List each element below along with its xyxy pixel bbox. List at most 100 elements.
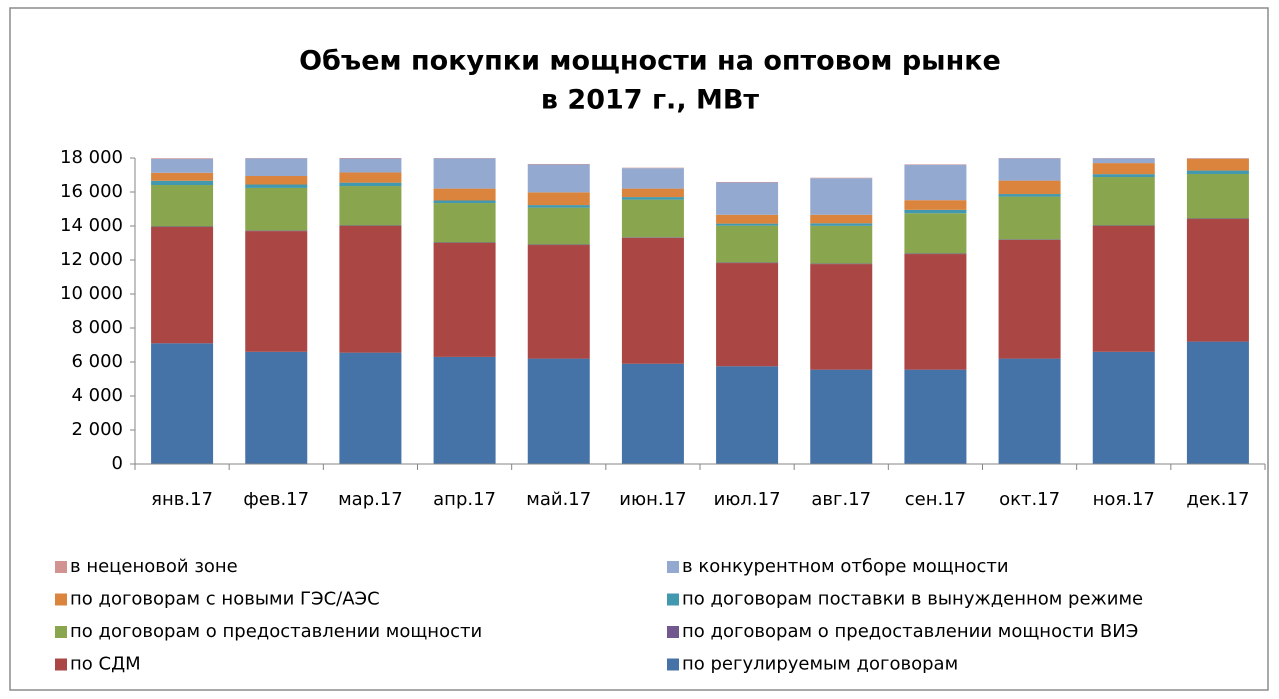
x-tick-label: янв.17: [151, 489, 213, 510]
bar-segment: [245, 187, 308, 231]
y-tick-label: 10 000: [60, 283, 123, 304]
bar-segment: [245, 184, 308, 188]
bar-segment: [621, 363, 684, 464]
bar-segment: [433, 158, 496, 189]
chart-title: Объем покупки мощности на оптовом рынке: [299, 46, 1001, 77]
bar-segment: [621, 237, 684, 238]
bar-segment: [904, 254, 967, 370]
bar-segment: [527, 245, 590, 359]
bar-segment: [1186, 218, 1249, 220]
y-tick-label: 12 000: [60, 249, 123, 270]
bar-segment: [527, 207, 590, 245]
x-tick-label: авг.17: [811, 489, 871, 510]
bar-segment: [716, 182, 779, 215]
bar-segment: [716, 366, 779, 464]
bar-segment: [339, 352, 402, 464]
legend-swatch: [667, 593, 679, 606]
bar-segment: [810, 225, 873, 264]
bar-segment: [339, 226, 402, 353]
bar-segment: [527, 205, 590, 208]
bar-segment: [1092, 158, 1155, 164]
y-tick-label: 2 000: [71, 419, 123, 440]
bar-segment: [245, 351, 308, 464]
bar-segment: [245, 231, 308, 352]
legend-swatch: [667, 658, 679, 671]
bar-segment: [1186, 341, 1249, 464]
bar-segment: [527, 358, 590, 464]
bar-segment: [339, 172, 402, 183]
bar-segment: [1186, 170, 1249, 174]
bar-segment: [1092, 174, 1155, 178]
bar-segment: [904, 369, 967, 464]
legend-swatch: [55, 658, 67, 671]
bar-segment: [998, 358, 1061, 464]
legend-label: по договорам поставки в вынужденном режи…: [682, 589, 1143, 610]
x-tick-label: дек.17: [1186, 489, 1249, 510]
bar-segment: [810, 178, 873, 215]
x-tick-label: июл.17: [714, 489, 781, 510]
legend-swatch: [55, 593, 67, 606]
bar-segment: [433, 243, 496, 357]
x-tick-label: ноя.17: [1093, 489, 1155, 510]
legend-label: по регулируемым договорам: [682, 654, 958, 675]
bar-segment: [1092, 177, 1155, 226]
x-tick-label: окт.17: [999, 489, 1060, 510]
y-tick-label: 14 000: [60, 215, 123, 236]
bar-segment: [151, 180, 214, 186]
bar-segment: [904, 164, 967, 165]
x-tick-label: фев.17: [243, 489, 309, 510]
bar-segment: [998, 194, 1061, 197]
bar-segment: [1092, 163, 1155, 175]
x-tick-label: май.17: [526, 489, 591, 510]
y-tick-label: 18 000: [60, 147, 123, 168]
legend-label: по СДМ: [70, 654, 141, 675]
bar-segment: [621, 188, 684, 198]
bar-segment: [1186, 173, 1249, 219]
y-tick-label: 6 000: [71, 351, 123, 372]
bar-segment: [433, 200, 496, 204]
y-tick-label: 4 000: [71, 385, 123, 406]
bar-segment: [810, 214, 873, 224]
bar-segment: [904, 253, 967, 255]
bar-segment: [1092, 351, 1155, 464]
bar-segment: [151, 158, 214, 173]
bar-segment: [527, 164, 590, 193]
bar-segment: [810, 177, 873, 179]
y-tick-label: 8 000: [71, 317, 123, 338]
bar-segment: [716, 225, 779, 263]
bar-segment: [151, 227, 214, 344]
bar-segment: [904, 200, 967, 210]
bar-segment: [621, 199, 684, 238]
bar-segment: [1186, 219, 1249, 342]
bar-segment: [716, 263, 779, 367]
bar-segment: [433, 356, 496, 464]
bar-segment: [621, 168, 684, 189]
bar-segment: [339, 186, 402, 226]
bar-segment: [810, 264, 873, 370]
bar-segment: [245, 158, 308, 177]
bar-segment: [621, 197, 684, 200]
x-tick-label: июн.17: [619, 489, 686, 510]
legend-swatch: [667, 626, 679, 638]
bar-segment: [998, 158, 1061, 181]
x-tick-label: апр.17: [433, 489, 496, 510]
bar-segment: [151, 185, 214, 227]
legend-label: по договорам с новыми ГЭС/АЭС: [70, 589, 380, 610]
legend-label: по договорам о предоставлении мощности: [70, 621, 482, 642]
bar-segment: [904, 164, 967, 201]
bar-segment: [904, 213, 967, 254]
bar-segment: [621, 237, 684, 364]
y-tick-label: 0: [112, 453, 123, 474]
bar-segment: [998, 196, 1061, 240]
bar-segment: [151, 172, 214, 181]
legend-label: по договорам о предоставлении мощности В…: [682, 621, 1138, 642]
bar-segment: [810, 369, 873, 464]
bar-segment: [433, 188, 496, 201]
bar-segment: [151, 158, 214, 159]
bar-segment: [245, 176, 308, 185]
bar-segment: [716, 181, 779, 183]
bar-segment: [339, 182, 402, 187]
bar-segment: [904, 209, 967, 214]
bar-segment: [339, 158, 402, 159]
